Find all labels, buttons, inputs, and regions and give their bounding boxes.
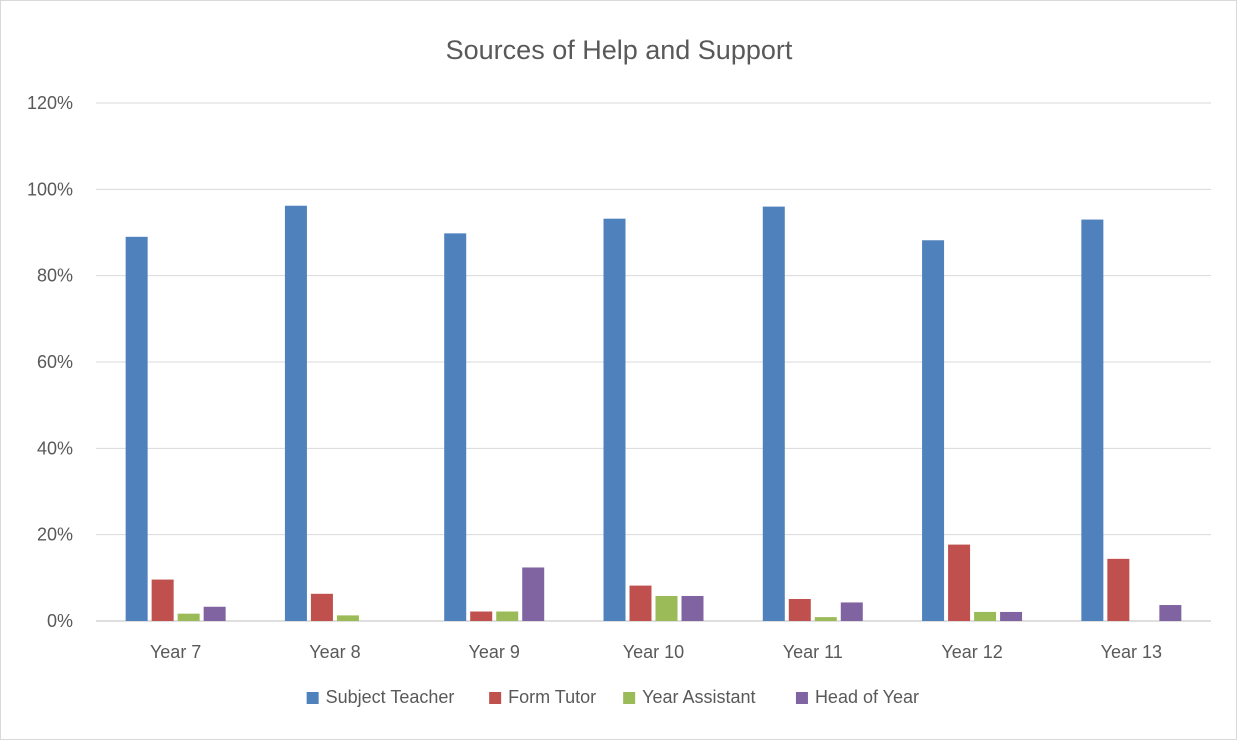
- bar-form-tutor: [310, 593, 333, 621]
- y-tick-label: 100%: [27, 179, 73, 199]
- y-tick-label: 120%: [27, 93, 73, 113]
- x-tick-label: Year 10: [623, 642, 684, 662]
- bar-year-assistant: [814, 617, 837, 621]
- bar-subject-teacher: [762, 206, 785, 621]
- bar-subject-teacher: [444, 233, 467, 621]
- bar-head-of-year: [681, 595, 704, 621]
- bar-head-of-year: [1000, 611, 1023, 621]
- y-axis-ticks: 0% 20% 40% 60% 80% 100% 120%: [27, 93, 73, 631]
- legend-swatch: [489, 692, 502, 704]
- bar-subject-teacher: [125, 236, 148, 622]
- bar-year-assistant: [177, 613, 200, 621]
- legend-swatch: [795, 692, 808, 704]
- bar-head-of-year: [1159, 605, 1182, 621]
- bar-form-tutor: [470, 611, 493, 621]
- legend-swatch: [623, 692, 636, 704]
- x-tick-label: Year 8: [309, 642, 360, 662]
- y-tick-label: 0%: [47, 611, 73, 631]
- legend-label: Form Tutor: [508, 687, 596, 707]
- y-tick-label: 20%: [37, 525, 73, 545]
- legend: Subject Teacher Form Tutor Year Assistant H…: [306, 687, 919, 707]
- x-tick-label: Year 9: [469, 642, 520, 662]
- y-tick-label: 80%: [37, 266, 73, 286]
- bar-head-of-year: [522, 567, 545, 621]
- bar-year-assistant: [496, 611, 519, 621]
- bar-year-assistant: [336, 615, 359, 621]
- x-axis-ticks: Year 7 Year 8 Year 9 Year 10 Year 11 Year 12 Y…: [150, 642, 1162, 662]
- x-tick-label: Year 11: [783, 642, 843, 662]
- chart-title: Sources of Help and Support: [446, 35, 793, 65]
- legend-swatch: [306, 692, 319, 704]
- bar-form-tutor: [629, 585, 652, 621]
- legend-label: Year Assistant: [642, 687, 755, 707]
- y-tick-label: 40%: [37, 438, 73, 458]
- x-tick-label: Year 13: [1101, 642, 1162, 662]
- bar-form-tutor: [1107, 558, 1130, 621]
- bar-subject-teacher: [603, 218, 626, 622]
- x-tick-label: Year 12: [941, 642, 1002, 662]
- bar-subject-teacher: [1081, 219, 1104, 622]
- bar-head-of-year: [203, 606, 226, 621]
- bars: [125, 205, 1182, 622]
- bar-head-of-year: [840, 602, 863, 621]
- bar-form-tutor: [151, 579, 174, 621]
- bar-form-tutor: [948, 544, 971, 621]
- bar-form-tutor: [788, 598, 811, 621]
- bar-subject-teacher: [284, 205, 307, 621]
- y-tick-label: 60%: [37, 352, 73, 372]
- legend-label: Head of Year: [815, 687, 919, 707]
- bar-year-assistant: [974, 611, 997, 621]
- legend-label: Subject Teacher: [326, 687, 455, 707]
- x-tick-label: Year 7: [150, 642, 201, 662]
- gridlines: [96, 102, 1211, 622]
- bar-subject-teacher: [922, 240, 945, 621]
- bar-year-assistant: [655, 595, 678, 621]
